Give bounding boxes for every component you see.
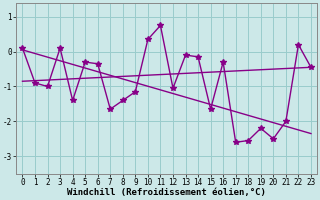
X-axis label: Windchill (Refroidissement éolien,°C): Windchill (Refroidissement éolien,°C) — [67, 188, 266, 197]
